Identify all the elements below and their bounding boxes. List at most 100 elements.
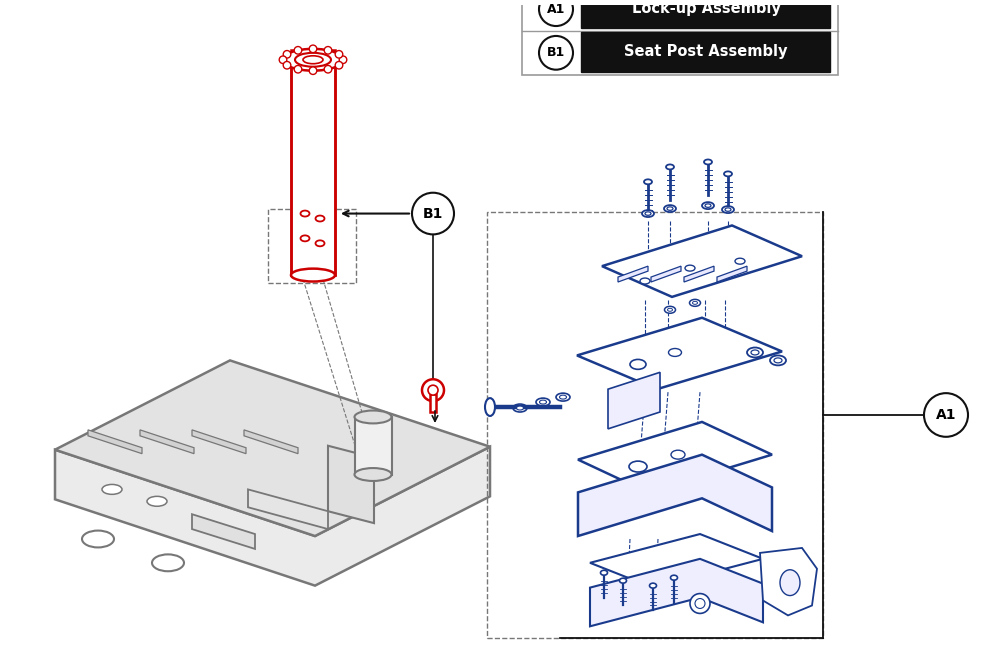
Ellipse shape xyxy=(644,179,652,184)
Ellipse shape xyxy=(485,398,495,416)
Circle shape xyxy=(428,386,438,395)
Ellipse shape xyxy=(705,204,711,207)
Polygon shape xyxy=(578,422,772,492)
Bar xyxy=(355,417,392,474)
Ellipse shape xyxy=(704,159,712,165)
Ellipse shape xyxy=(300,235,310,241)
Ellipse shape xyxy=(667,207,673,210)
Ellipse shape xyxy=(650,583,656,588)
Ellipse shape xyxy=(770,356,786,366)
Polygon shape xyxy=(618,266,648,282)
Polygon shape xyxy=(192,514,255,549)
Circle shape xyxy=(283,51,291,58)
Ellipse shape xyxy=(620,578,626,583)
Circle shape xyxy=(335,61,343,69)
Bar xyxy=(268,209,356,283)
Ellipse shape xyxy=(642,210,654,217)
Ellipse shape xyxy=(670,575,678,580)
Text: by color. All components with that color: by color. All components with that color xyxy=(552,33,818,46)
Bar xyxy=(430,394,436,412)
Circle shape xyxy=(335,51,343,58)
Ellipse shape xyxy=(671,450,685,459)
Ellipse shape xyxy=(102,484,122,494)
Text: B1: B1 xyxy=(423,207,443,221)
Ellipse shape xyxy=(540,400,546,404)
Ellipse shape xyxy=(560,395,566,399)
Circle shape xyxy=(309,45,317,53)
Ellipse shape xyxy=(645,212,651,215)
Polygon shape xyxy=(577,317,782,389)
Circle shape xyxy=(539,36,573,69)
Polygon shape xyxy=(55,360,490,536)
Ellipse shape xyxy=(513,404,527,412)
Ellipse shape xyxy=(774,358,782,363)
Ellipse shape xyxy=(666,165,674,169)
Ellipse shape xyxy=(354,468,392,481)
Ellipse shape xyxy=(725,208,731,211)
Text: When applicable, assemblies are grouped: When applicable, assemblies are grouped xyxy=(545,15,825,28)
Polygon shape xyxy=(244,430,298,454)
Ellipse shape xyxy=(82,530,114,548)
Ellipse shape xyxy=(685,265,695,271)
Ellipse shape xyxy=(735,258,745,264)
Polygon shape xyxy=(328,446,374,523)
Ellipse shape xyxy=(668,348,682,356)
Circle shape xyxy=(309,67,317,75)
Text: Seat Post Assembly: Seat Post Assembly xyxy=(624,44,788,59)
Bar xyxy=(522,0,838,75)
Ellipse shape xyxy=(664,205,676,212)
Ellipse shape xyxy=(724,171,732,176)
Polygon shape xyxy=(590,534,763,588)
Ellipse shape xyxy=(668,308,672,311)
Polygon shape xyxy=(684,266,714,282)
Circle shape xyxy=(422,380,444,401)
Circle shape xyxy=(695,598,705,608)
Polygon shape xyxy=(578,455,772,536)
Ellipse shape xyxy=(536,398,550,406)
Ellipse shape xyxy=(152,554,184,571)
Ellipse shape xyxy=(751,350,759,355)
Ellipse shape xyxy=(600,570,608,575)
Polygon shape xyxy=(651,266,681,282)
Polygon shape xyxy=(192,430,246,454)
Ellipse shape xyxy=(295,53,331,67)
Ellipse shape xyxy=(303,56,323,64)
Circle shape xyxy=(283,61,291,69)
Text: Lock-up Assembly: Lock-up Assembly xyxy=(632,1,780,15)
Ellipse shape xyxy=(780,570,800,596)
Ellipse shape xyxy=(664,306,676,313)
Text: A1: A1 xyxy=(547,3,565,15)
Ellipse shape xyxy=(629,461,647,472)
Circle shape xyxy=(690,594,710,614)
Ellipse shape xyxy=(722,206,734,213)
Circle shape xyxy=(294,65,302,73)
Polygon shape xyxy=(760,548,817,616)
Text: B1: B1 xyxy=(547,46,565,59)
Circle shape xyxy=(324,65,332,73)
Ellipse shape xyxy=(147,496,167,506)
Text: are included in the assembly.: are included in the assembly. xyxy=(587,51,783,64)
Polygon shape xyxy=(140,430,194,454)
Circle shape xyxy=(294,47,302,54)
Ellipse shape xyxy=(316,215,324,221)
Ellipse shape xyxy=(354,410,392,424)
Ellipse shape xyxy=(516,406,524,410)
Polygon shape xyxy=(248,490,328,529)
Polygon shape xyxy=(88,430,142,454)
Ellipse shape xyxy=(300,211,310,217)
Text: A1: A1 xyxy=(936,408,956,422)
Circle shape xyxy=(339,56,347,63)
Ellipse shape xyxy=(630,360,646,370)
Circle shape xyxy=(924,393,968,437)
Ellipse shape xyxy=(316,240,324,246)
Circle shape xyxy=(279,56,287,63)
Bar xyxy=(581,32,830,71)
Ellipse shape xyxy=(291,269,335,281)
Ellipse shape xyxy=(747,348,763,358)
Ellipse shape xyxy=(283,49,343,71)
Ellipse shape xyxy=(690,299,700,306)
Ellipse shape xyxy=(640,278,650,284)
Polygon shape xyxy=(717,266,747,282)
Polygon shape xyxy=(608,372,660,429)
Circle shape xyxy=(324,47,332,54)
